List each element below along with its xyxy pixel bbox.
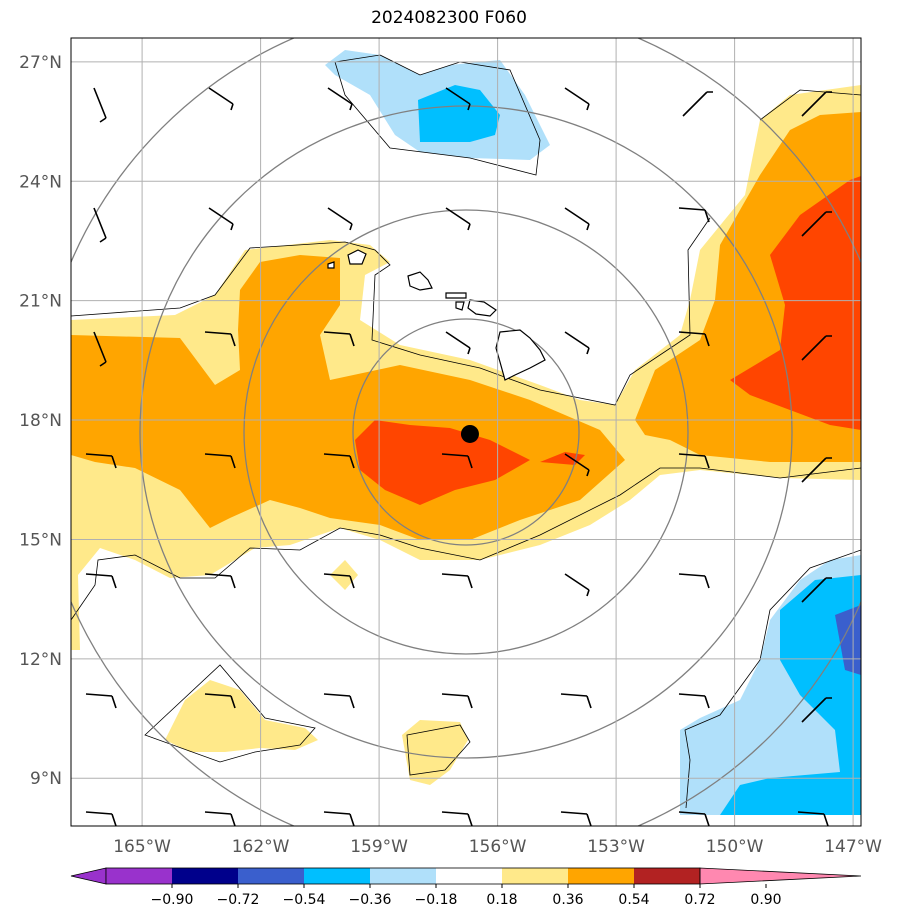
- wind-barb: [327, 207, 353, 231]
- colorbar: −0.90 −0.72 −0.54 −0.36 −0.18 0.18 0.36 0.54 0.7…: [70, 867, 862, 908]
- colorbar-segment: [634, 868, 700, 884]
- wind-barb: [323, 811, 355, 826]
- wind-barb: [678, 453, 710, 469]
- wind-barb: [445, 87, 471, 111]
- wind-barb: [682, 91, 713, 117]
- wind-barb: [441, 693, 473, 709]
- shaded-field: [71, 50, 861, 815]
- map-title: 2024082300 F060: [371, 8, 527, 28]
- lon-tick-label: 153°W: [587, 837, 645, 857]
- wind-barb: [564, 331, 590, 355]
- lat-tick-label: 12°N: [19, 650, 62, 670]
- wind-barb: [801, 91, 832, 117]
- wind-barb: [678, 573, 710, 589]
- wind-barb: [85, 811, 117, 826]
- colorbar-segment: [172, 868, 238, 884]
- wind-barb: [801, 211, 832, 237]
- colorbar-tick-label: −0.54: [283, 892, 326, 908]
- storm-center-marker: [460, 424, 479, 443]
- wind-barb: [93, 331, 107, 367]
- wind-barb: [678, 207, 710, 223]
- colorbar-tick-label: −0.36: [349, 892, 392, 908]
- wind-barb: [564, 453, 590, 477]
- wind-barb: [85, 573, 117, 589]
- lon-tick-label: 162°W: [232, 837, 290, 857]
- colorbar-segment: [106, 868, 172, 884]
- colorbar-tick-label: 0.54: [618, 892, 649, 908]
- wind-barb: [678, 811, 710, 826]
- wind-barb: [204, 331, 236, 347]
- lon-tick-label: 159°W: [350, 837, 408, 857]
- wind-barb: [323, 331, 355, 347]
- wind-barb: [564, 573, 590, 597]
- hawaii-islands: [327, 249, 546, 381]
- latitude-labels: 27°N 24°N 21°N 18°N 15°N 12°N 9°N: [19, 53, 62, 789]
- colorbar-segment: [436, 868, 502, 884]
- wind-barb: [801, 335, 832, 361]
- wind-barb: [441, 573, 473, 589]
- colorbar-extend-max: [699, 867, 862, 885]
- wind-barb: [678, 693, 710, 709]
- colorbar-tick-label: 0.36: [552, 892, 583, 908]
- wind-barb: [560, 811, 592, 826]
- wind-barb: [445, 331, 471, 355]
- colorbar-tick-label: −0.72: [217, 892, 260, 908]
- colorbar-segment: [238, 868, 304, 884]
- wind-barb: [801, 577, 832, 603]
- contour-lines: [71, 54, 861, 809]
- wind-barb: [445, 207, 471, 231]
- wind-barb: [564, 207, 590, 231]
- lon-tick-label: 150°W: [706, 837, 764, 857]
- longitude-labels: 165°W 162°W 159°W 156°W 153°W 150°W 147°W: [113, 837, 882, 857]
- wind-barb: [323, 453, 355, 469]
- colorbar-tick-label: 0.72: [684, 892, 715, 908]
- wind-barb: [204, 573, 236, 589]
- range-rings: [71, 38, 861, 826]
- colorbar-segment: [304, 868, 370, 884]
- wind-barb: [441, 453, 473, 469]
- lat-tick-label: 9°N: [30, 769, 62, 789]
- wind-barb: [93, 87, 107, 123]
- lon-tick-label: 165°W: [113, 837, 171, 857]
- lon-tick-label: 156°W: [469, 837, 527, 857]
- wind-barb: [564, 87, 590, 111]
- wind-barb: [204, 693, 236, 709]
- wind-barb: [85, 693, 117, 709]
- wind-barb: [85, 453, 117, 469]
- colorbar-tick-label: 0.18: [486, 892, 517, 908]
- wind-barb: [801, 457, 832, 483]
- wind-barb: [560, 693, 592, 709]
- map-frame: [70, 37, 862, 827]
- colorbar-segment: [568, 868, 634, 884]
- colorbar-tick-label: −0.90: [151, 892, 194, 908]
- wind-barb: [204, 453, 236, 469]
- wind-barb: [323, 693, 355, 709]
- colorbar-segment: [502, 868, 568, 884]
- colorbar-tick-label: 0.90: [750, 892, 781, 908]
- wind-barb: [801, 697, 832, 723]
- lat-tick-label: 18°N: [19, 411, 62, 431]
- wind-barb: [208, 87, 234, 111]
- map-gridlines: [71, 38, 861, 826]
- wind-barb: [208, 207, 234, 231]
- colorbar-tick-label: −0.18: [415, 892, 458, 908]
- wind-barb: [441, 811, 473, 826]
- colorbar-segment: [370, 868, 436, 884]
- lat-tick-label: 24°N: [19, 172, 62, 192]
- wind-barb: [678, 331, 710, 347]
- wind-barb: [93, 207, 107, 243]
- wind-barb: [323, 573, 355, 589]
- colorbar-extend-min: [70, 867, 107, 885]
- wind-barb: [204, 811, 236, 826]
- lat-tick-label: 27°N: [19, 53, 62, 73]
- wind-barb: [797, 811, 829, 826]
- lon-tick-label: 147°W: [824, 837, 882, 857]
- lat-tick-label: 21°N: [19, 292, 62, 312]
- wind-barb: [327, 87, 353, 111]
- colorbar-frame: [105, 867, 701, 885]
- lat-tick-label: 15°N: [19, 530, 62, 550]
- wind-barbs: [85, 87, 832, 826]
